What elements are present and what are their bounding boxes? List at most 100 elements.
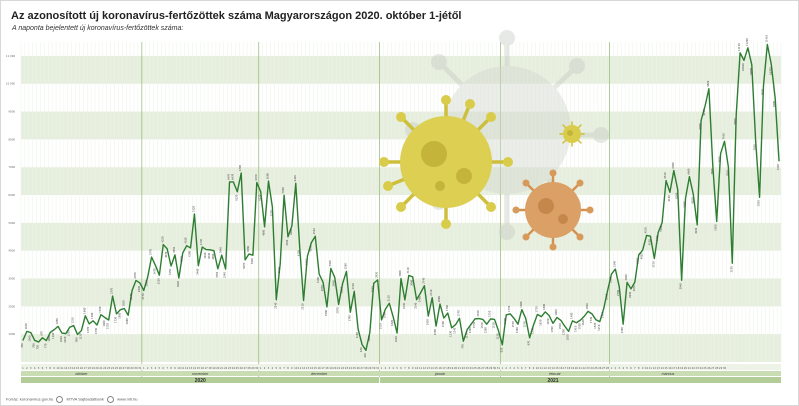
day-tick-label: 20 xyxy=(454,366,458,370)
data-label: 6120 xyxy=(235,194,238,201)
data-label: 1060 xyxy=(48,335,51,342)
data-point xyxy=(466,328,468,330)
data-point xyxy=(155,264,156,266)
data-label: 6470 xyxy=(231,173,234,180)
data-label: 4500 xyxy=(286,239,289,246)
day-tick-label: 11 xyxy=(298,366,302,370)
data-point xyxy=(330,268,332,269)
day-tick-label: 29 xyxy=(251,366,255,370)
data-label: 5320 xyxy=(192,205,195,212)
data-point xyxy=(388,302,390,304)
day-tick-label: 11 xyxy=(649,366,653,370)
data-label: 770 xyxy=(44,343,47,348)
day-tick-label: 9 xyxy=(53,366,55,370)
data-label: 870 xyxy=(40,331,43,336)
data-label: 3050 xyxy=(146,280,149,287)
data-label: 3160 xyxy=(609,277,612,284)
data-label: 1360 xyxy=(485,327,488,334)
day-tick-label: 15 xyxy=(314,366,318,370)
data-label: 3810 xyxy=(305,259,308,266)
data-point xyxy=(92,320,94,322)
data-label: 1760 xyxy=(446,304,449,311)
data-point xyxy=(681,279,683,281)
day-tick-label: 1 xyxy=(381,366,383,370)
data-label: 2740 xyxy=(422,277,425,284)
day-tick-label: 13 xyxy=(657,366,661,370)
day-tick-label: 7 xyxy=(404,366,406,370)
data-point xyxy=(521,309,523,311)
data-point xyxy=(80,330,82,332)
day-tick-label: 12 xyxy=(64,366,68,370)
data-label: 2810 xyxy=(341,286,344,293)
data-label: 3840 xyxy=(251,258,254,265)
day-tick-label: 4 xyxy=(392,366,394,370)
data-point xyxy=(116,313,117,315)
data-label: 1570 xyxy=(512,321,515,328)
day-tick-label: 22 xyxy=(224,366,228,370)
data-label: 3850 xyxy=(173,246,176,253)
data-label: 1620 xyxy=(391,319,394,326)
data-point xyxy=(287,236,289,238)
data-point xyxy=(517,323,519,325)
data-point xyxy=(443,317,445,319)
day-tick-label: 31 xyxy=(497,366,501,370)
data-point xyxy=(611,273,612,275)
data-label: 6470 xyxy=(228,173,231,180)
day-tick-label: 26 xyxy=(240,366,244,370)
data-point xyxy=(490,318,492,320)
day-tick-label: 3 xyxy=(268,366,270,370)
data-point xyxy=(739,52,741,54)
data-point xyxy=(174,254,176,256)
data-point xyxy=(279,263,281,265)
data-label: 1290 xyxy=(563,329,566,336)
data-label: 3060 xyxy=(411,279,414,286)
data-point xyxy=(178,277,180,279)
data-label: 7490 xyxy=(719,156,722,163)
data-point xyxy=(151,256,153,258)
data-point xyxy=(104,317,106,318)
mti-logo-icon xyxy=(106,396,114,403)
day-tick-label: 1 xyxy=(22,366,24,370)
data-label: 4860 xyxy=(263,229,266,236)
data-point xyxy=(544,311,546,313)
data-point xyxy=(439,303,441,305)
data-point xyxy=(486,323,488,325)
data-point xyxy=(381,319,382,321)
data-label: 2930 xyxy=(134,272,137,279)
day-tick-label: 11 xyxy=(540,366,544,370)
data-point xyxy=(435,325,437,327)
data-point xyxy=(307,255,308,257)
data-label: 420 xyxy=(364,353,367,358)
day-tick-label: 13 xyxy=(189,366,193,370)
data-point xyxy=(525,317,527,319)
data-label: 3920 xyxy=(181,255,184,262)
data-label: 4520 xyxy=(313,228,316,235)
day-tick-label: 25 xyxy=(703,366,707,370)
data-point xyxy=(638,254,640,256)
data-label: 9190 xyxy=(703,109,706,116)
data-label: 1600 xyxy=(103,320,106,327)
data-point xyxy=(704,105,706,107)
data-label: 1630 xyxy=(539,319,542,326)
day-tick-label: 9 xyxy=(291,366,293,370)
data-point xyxy=(755,140,757,142)
day-tick-label: 2 xyxy=(505,366,507,370)
y-tick-label: 4000 xyxy=(8,249,15,253)
day-tick-label: 18 xyxy=(208,366,212,370)
day-tick-label: 4 xyxy=(513,366,515,370)
data-point xyxy=(77,334,78,335)
day-tick-label: 19 xyxy=(680,366,684,370)
day-tick-label: 6 xyxy=(400,366,402,370)
data-label: 10700 xyxy=(769,67,772,75)
day-tick-label: 23 xyxy=(586,366,590,370)
day-tick-label: 17 xyxy=(84,366,88,370)
year-label: 2021 xyxy=(547,378,558,384)
day-tick-label: 20 xyxy=(216,366,220,370)
day-tick-label: 11 xyxy=(181,366,185,370)
day-tick-label: 17 xyxy=(204,366,208,370)
data-label: 1560 xyxy=(477,310,480,317)
data-point xyxy=(494,318,495,320)
day-tick-label: 12 xyxy=(302,366,306,370)
data-label: 3520 xyxy=(278,267,281,274)
data-point xyxy=(112,295,114,297)
